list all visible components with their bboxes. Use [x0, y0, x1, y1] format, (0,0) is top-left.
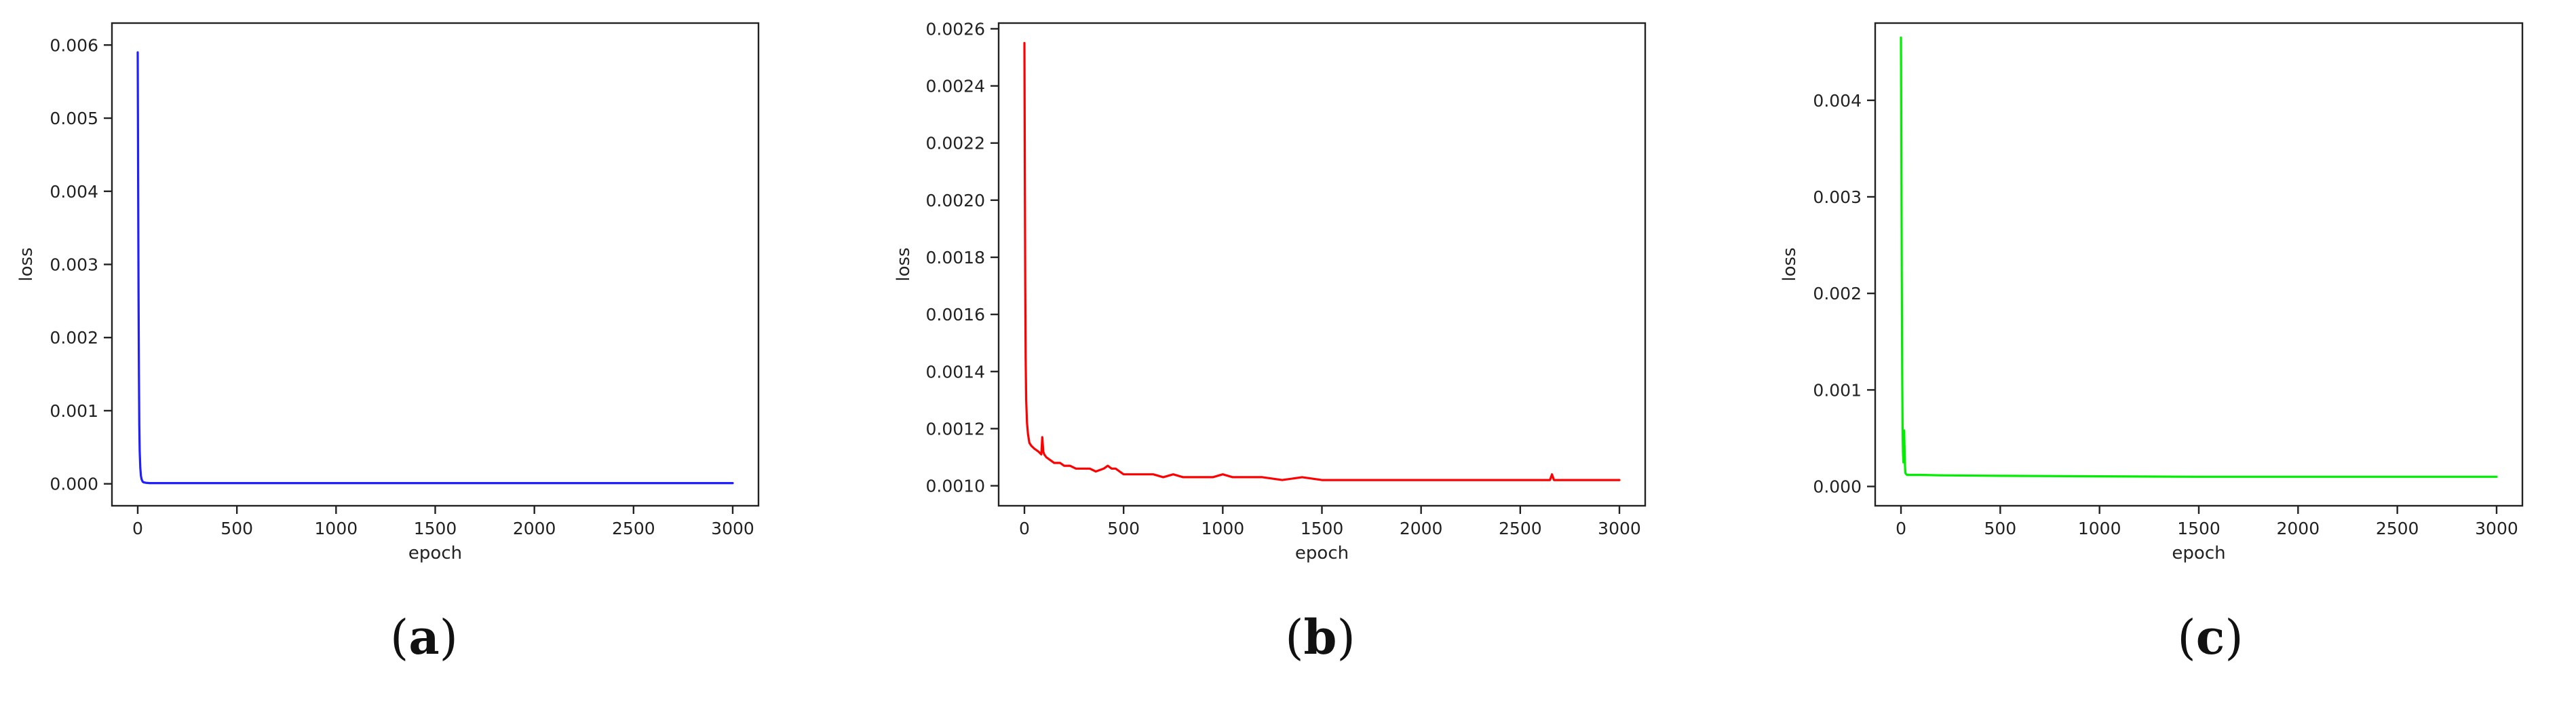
y-tick-label: 0.0022	[926, 134, 985, 153]
y-tick-label: 0.003	[1813, 187, 1862, 207]
x-tick-label: 3000	[711, 519, 754, 538]
y-tick-label: 0.004	[1813, 91, 1862, 111]
y-tick-label: 0.000	[1813, 477, 1862, 497]
x-tick-label: 500	[220, 519, 253, 538]
y-tick-label: 0.005	[50, 109, 98, 128]
caption-paren-close: )	[440, 610, 458, 665]
y-tick-label: 0.002	[50, 328, 98, 348]
x-tick-label: 1000	[2078, 519, 2121, 538]
y-tick-label: 0.002	[1813, 284, 1862, 303]
x-tick-label: 2000	[513, 519, 556, 538]
x-tick-label: 2000	[2277, 519, 2320, 538]
x-tick-label: 0	[1896, 519, 1906, 538]
caption-letter: a	[408, 609, 439, 665]
y-tick-label: 0.0010	[926, 477, 985, 496]
panel-caption: (b)	[1285, 609, 1356, 665]
caption-paren-open: (	[2177, 610, 2195, 665]
caption-paren-close: )	[1337, 610, 1355, 665]
caption-paren-open: (	[1285, 610, 1303, 665]
x-tick-label: 3000	[1598, 519, 1641, 538]
plot-frame	[997, 22, 1647, 507]
y-tick-label: 0.0018	[926, 248, 985, 267]
plot-frame	[111, 22, 760, 507]
plot-frame	[1874, 22, 2524, 507]
chart-panel-2: 0 500 1000 1500 2000 2500 3000 0.0010 0.0012 0.00…	[893, 19, 1647, 665]
y-tick-label: 0.0024	[926, 77, 985, 96]
x-tick-label: 1000	[315, 519, 358, 538]
x-tick-label: 500	[1107, 519, 1140, 538]
x-tick-label: 2500	[2376, 519, 2419, 538]
y-axis-label: loss	[16, 247, 37, 281]
y-tick-label: 0.001	[1813, 380, 1862, 400]
y-tick-label: 0.001	[50, 401, 98, 421]
x-tick-label: 2000	[1400, 519, 1443, 538]
x-axis-label: epoch	[2172, 543, 2225, 563]
x-tick-label: 1500	[414, 519, 457, 538]
x-tick-label: 0	[1019, 519, 1030, 538]
caption-letter: c	[2196, 609, 2225, 665]
y-tick-label: 0.000	[50, 475, 98, 494]
y-tick-label: 0.0016	[926, 305, 985, 325]
y-tick-label: 0.004	[50, 182, 98, 202]
chart-panel-3: 0 500 1000 1500 2000 2500 3000 0.000 0.001 0.002 0…	[1780, 22, 2524, 665]
y-tick-label: 0.0014	[926, 362, 985, 382]
y-tick-label: 0.0012	[926, 419, 985, 439]
x-tick-label: 3000	[2475, 519, 2518, 538]
caption-paren-close: )	[2225, 610, 2243, 665]
y-axis-label: loss	[893, 247, 914, 281]
x-tick-label: 500	[1984, 519, 2017, 538]
x-tick-label: 1000	[1202, 519, 1245, 538]
chart-panel-1: 0 500 1000 1500 2000 2500 3000 0.000 0.001 0.002 0…	[16, 22, 760, 665]
x-tick-label: 1500	[1301, 519, 1344, 538]
loss-series-line	[136, 51, 734, 485]
x-tick-label: 2500	[612, 519, 655, 538]
x-axis-label: epoch	[408, 543, 462, 563]
y-tick-label: 0.006	[50, 35, 98, 55]
panel-caption: (c)	[2177, 609, 2243, 665]
y-tick-label: 0.0026	[926, 19, 985, 39]
y-tick-label: 0.003	[50, 255, 98, 275]
caption-letter: b	[1304, 609, 1337, 665]
x-axis-label: epoch	[1295, 543, 1349, 563]
x-tick-label: 0	[132, 519, 143, 538]
panel-caption: (a)	[390, 609, 458, 665]
x-tick-label: 1500	[2177, 519, 2221, 538]
y-tick-label: 0.0020	[926, 191, 985, 210]
loss-series-line	[1900, 36, 2498, 478]
y-axis-label: loss	[1780, 247, 1800, 281]
caption-paren-open: (	[390, 610, 408, 665]
loss-series-line	[1023, 41, 1621, 481]
x-tick-label: 2500	[1499, 519, 1542, 538]
